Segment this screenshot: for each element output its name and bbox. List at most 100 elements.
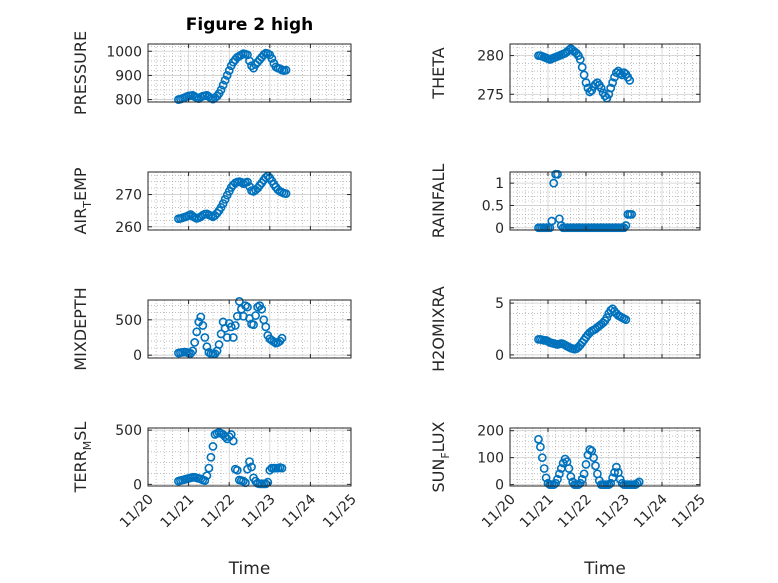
y-tick-label: 280	[477, 49, 504, 65]
data-point	[564, 45, 574, 55]
data-point	[627, 209, 636, 219]
data-point	[602, 313, 612, 323]
axes-box	[147, 299, 352, 359]
subplot-pressure: 800 900 1000 PRESSURE Figure 2 high	[71, 15, 352, 115]
data-point	[214, 340, 224, 349]
data-point	[232, 311, 242, 321]
x-tick-label: 11/25	[669, 492, 709, 532]
data-point	[577, 474, 587, 484]
x-tick-label: 11/22	[555, 492, 595, 532]
data-point	[261, 322, 271, 332]
subplot-h2omixra: 0 5 H2OMIXRA	[429, 286, 701, 372]
data-point	[591, 79, 600, 89]
subplot-mixdepth: 0 500 MIXDEPTH	[71, 287, 352, 371]
axes-box	[147, 43, 352, 103]
data-point	[208, 442, 218, 451]
subplot-rainfall: 0 0.5 1 RAINFALL	[429, 164, 701, 239]
y-axis-label: AIRTEMP	[71, 167, 94, 234]
data-point	[247, 462, 256, 472]
x-tick-label: 11/22	[198, 492, 238, 532]
data-point	[239, 476, 248, 486]
data-point	[606, 83, 616, 93]
data-point	[222, 71, 232, 80]
axes-box	[509, 427, 701, 487]
x-tick-label: 11/21	[158, 492, 198, 532]
y-axis-label: SUNFLUX	[429, 421, 452, 492]
data-point	[566, 472, 576, 481]
x-tick-label: 11/25	[320, 492, 360, 532]
y-tick-label: 270	[115, 188, 142, 204]
data-point	[564, 464, 574, 473]
data-point	[553, 169, 562, 179]
data-point	[608, 78, 617, 88]
data-point	[575, 55, 585, 64]
data-point	[610, 468, 619, 477]
x-tick-label: 11/21	[517, 492, 557, 532]
y-tick-label: 0	[133, 477, 142, 493]
y-tick-label: 0	[495, 478, 504, 494]
data-point	[234, 297, 244, 306]
y-tick-label: 800	[115, 93, 142, 109]
y-tick-label: 0	[133, 348, 142, 364]
x-tick-label: 11/24	[631, 491, 671, 531]
data-point	[220, 75, 230, 85]
data-point	[579, 469, 589, 479]
y-axis-label: H2OMIXRA	[429, 286, 448, 372]
data-point	[281, 189, 291, 198]
y-tick-label: 0.5	[482, 198, 504, 214]
y-tick-label: 5	[495, 296, 504, 312]
data-point	[249, 320, 258, 330]
data-point	[625, 75, 635, 85]
data-point	[228, 436, 238, 446]
data-point	[224, 66, 234, 75]
data-point	[547, 216, 557, 226]
y-axis-label: MIXDEPTH	[71, 287, 90, 370]
data-point	[632, 478, 642, 488]
data-point	[612, 462, 621, 472]
data-point	[553, 474, 562, 484]
data-point	[585, 445, 595, 454]
data-point	[536, 442, 545, 452]
data-point	[581, 78, 591, 88]
y-axis-label: RAINFALL	[429, 164, 448, 239]
data-point	[226, 322, 236, 332]
data-point	[206, 452, 216, 462]
axes-box	[147, 171, 352, 231]
data-point	[606, 478, 616, 488]
y-tick-label: 500	[115, 423, 142, 439]
data-point	[204, 463, 214, 473]
data-point	[228, 333, 238, 342]
data-point	[218, 199, 228, 208]
x-axis-label: Time	[583, 559, 626, 579]
data-point	[579, 70, 589, 80]
axes-box	[509, 299, 701, 359]
data-point	[190, 338, 200, 347]
y-tick-label: 275	[477, 87, 504, 103]
y-tick-label: 100	[477, 451, 504, 467]
subplot-terr-msl: 0 500 11/20 11/21 11/22 11/23 11/24 11/25 Time TE…	[71, 422, 360, 579]
y-tick-label: 1	[495, 176, 504, 192]
data-point	[230, 321, 240, 330]
data-point	[577, 62, 587, 72]
y-tick-label: 900	[115, 68, 142, 84]
data-point	[267, 54, 277, 63]
data-point	[251, 311, 260, 320]
y-tick-label: 0	[495, 348, 504, 364]
data-point	[281, 65, 291, 75]
data-point	[192, 327, 202, 337]
data-point	[259, 50, 269, 60]
x-axis-label: Time	[228, 559, 271, 579]
subplot-air-temp: 260 270 AIRTEMP	[71, 167, 352, 236]
plot-area	[510, 300, 700, 358]
axes-box	[509, 43, 701, 103]
data-point	[621, 315, 631, 325]
data-point	[591, 461, 600, 471]
data-point	[537, 453, 547, 463]
data-point	[198, 321, 208, 330]
data-point	[621, 221, 631, 230]
data-point	[220, 194, 230, 204]
y-axis-label: TERRMSL	[71, 422, 94, 494]
data-point	[243, 302, 252, 312]
subplot-theta: 275 280 THETA	[429, 43, 701, 103]
